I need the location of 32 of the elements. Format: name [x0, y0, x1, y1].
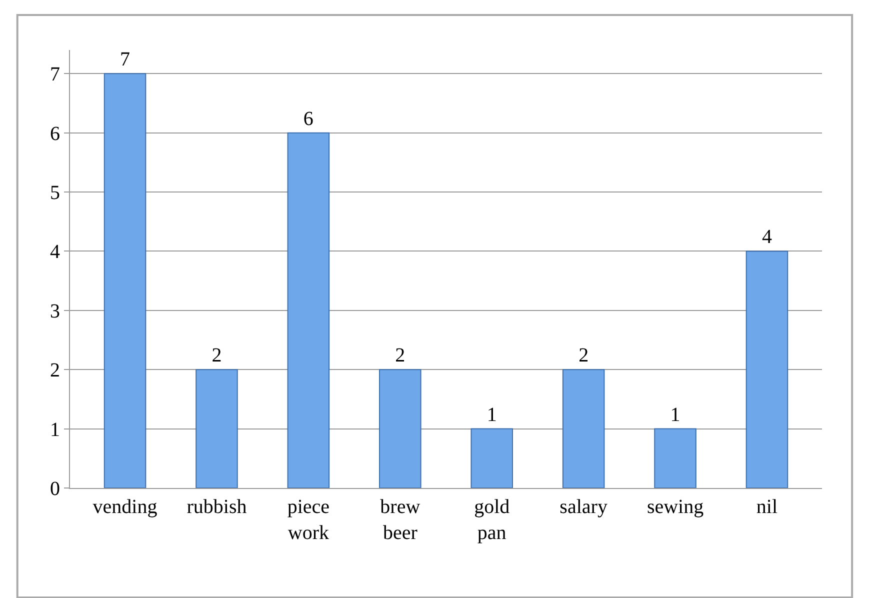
y-tick-label: 1 — [50, 418, 60, 441]
data-label: 2 — [395, 344, 406, 367]
data-label: 1 — [670, 404, 680, 426]
x-tick-label: piece work — [287, 496, 330, 544]
bar — [196, 369, 238, 488]
data-label: 4 — [762, 226, 772, 248]
data-label: 2 — [578, 344, 589, 367]
y-tick-label: 2 — [50, 360, 60, 382]
bar — [470, 428, 513, 488]
bar — [379, 369, 422, 488]
y-tick-label: 6 — [50, 122, 60, 145]
x-tick-label: brew beer — [380, 496, 421, 544]
x-tick-label: salary — [560, 496, 608, 518]
bar — [104, 73, 146, 488]
bar — [287, 132, 330, 488]
x-tick-label: vending — [92, 496, 158, 518]
y-tick-label: 3 — [50, 300, 60, 322]
y-tick-label: 0 — [50, 478, 60, 500]
bar — [654, 428, 696, 488]
data-label: 2 — [212, 344, 222, 367]
x-tick-label: sewing — [646, 496, 704, 518]
bar — [746, 250, 788, 488]
x-tick-label: gold pan — [474, 496, 510, 544]
y-tick-label: 5 — [50, 182, 60, 204]
y-tick-label: 4 — [50, 241, 60, 264]
y-tick-label: 7 — [50, 64, 60, 86]
data-label: 7 — [120, 48, 130, 71]
x-tick-label: nil — [756, 496, 778, 518]
data-label: 6 — [303, 108, 314, 130]
data-label: 1 — [486, 404, 497, 426]
x-tick-label: rubbish — [186, 496, 247, 518]
bar — [562, 369, 605, 488]
